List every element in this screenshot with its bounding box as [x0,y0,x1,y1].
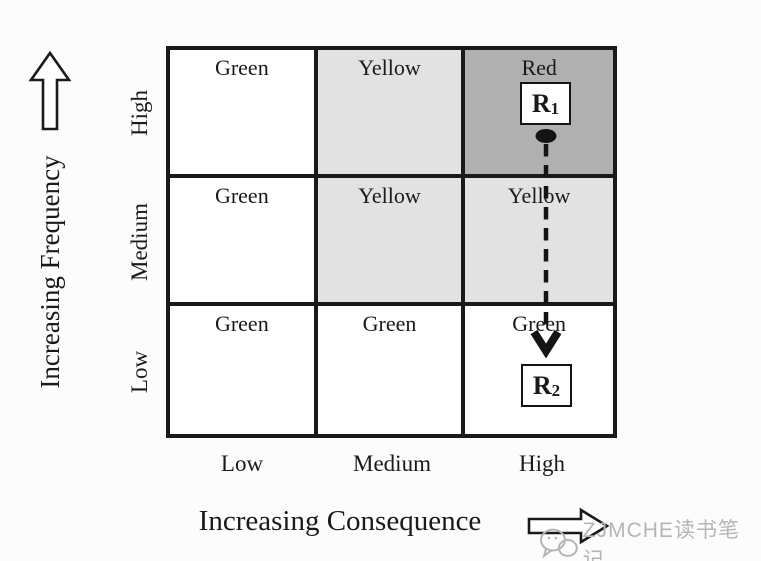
up-arrow-icon [28,50,72,131]
cell-zone-label: Yellow [358,55,421,80]
row-label-high: High [127,90,152,136]
cell-zone-label: Yellow [507,183,571,208]
y-axis-title: Increasing Frequency [35,155,65,389]
cell-low-low: Green [170,306,318,434]
watermark: ZJMCHE读书笔记 [538,514,761,561]
chat-bubbles-icon [539,528,578,559]
cell-medium-high: Yellow [465,178,613,306]
x-axis-title: Increasing Consequence [198,505,482,537]
cell-low-medium: Green [317,306,466,434]
cell-zone-label: Yellow [358,183,421,208]
cell-zone-label: Green [214,311,269,336]
cell-high-low: Green [170,50,318,178]
r2-label: R [532,370,552,400]
cell-zone-label: Red [521,55,557,80]
col-label-medium: Medium [353,451,431,476]
cell-zone-label: Green [362,311,417,336]
watermark-text: ZJMCHE读书笔记 [582,519,740,561]
col-label-high: High [519,451,565,476]
cell-medium-low: Green [170,178,318,306]
row-label-low: Low [127,350,152,394]
r1-label: R [531,88,551,118]
cell-medium-medium: Yellow [317,178,466,306]
cell-zone-label: Green [512,311,567,336]
cell-zone-label: Green [214,183,269,208]
risk-matrix-grid: Green Yellow Red Green Yellow Yellow Gre… [166,46,617,438]
row-label-medium: Medium [127,203,152,281]
col-label-low: Low [220,451,264,476]
right-arrow-icon [527,507,610,545]
cell-high-medium: Yellow [317,50,466,178]
cell-zone-label: Green [214,55,269,80]
